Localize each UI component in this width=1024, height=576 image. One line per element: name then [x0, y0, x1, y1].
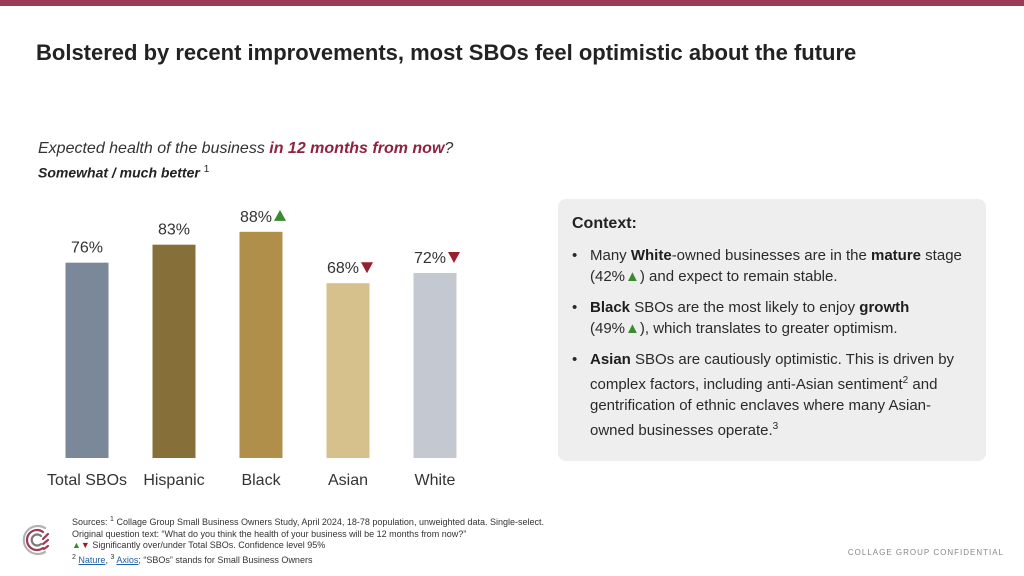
top-accent-bar [0, 0, 1024, 6]
sources-note: Sources: 1 Collage Group Small Business … [72, 514, 544, 566]
sources-text-1: Collage Group Small Business Owners Stud… [113, 517, 545, 527]
data-label-white: 72% [414, 250, 446, 267]
bar-chart: 76% Total SBOs 83% Hispanic 88% Black 68% Asian… [47, 209, 460, 489]
context-text: SBOs are the most likely to enjoy [630, 299, 860, 316]
subtitle-text: Somewhat / much better [38, 164, 204, 181]
bullet-icon: • [572, 351, 578, 368]
context-emphasis: Asian [590, 351, 631, 368]
bullet-icon: • [572, 299, 578, 316]
category-label-total-sbos: Total SBOs [47, 472, 127, 489]
context-item: • Black SBOs are the most likely to enjoy… [572, 297, 972, 339]
context-text: (49% [590, 320, 626, 337]
context-text: and gentrification of ethnic enclaves wh… [590, 376, 938, 439]
bullet-icon: • [572, 247, 578, 264]
context-text: ), which translates to greater optimism. [639, 320, 898, 337]
sources-line-1: Sources: 1 Collage Group Small Business … [72, 514, 544, 529]
context-text: SBOs are cautiously optimistic. This is … [590, 351, 955, 393]
data-label-hispanic: 83% [158, 222, 190, 239]
bar-asian [326, 283, 370, 458]
chart-question: Expected health of the business in 12 mo… [38, 140, 453, 158]
context-text: ) and expect to remain stable. [639, 268, 838, 285]
context-emphasis: White [630, 247, 672, 264]
category-label-white: White [415, 472, 456, 489]
context-panel: Context: • Many White-owned businesses ar… [558, 199, 986, 461]
question-highlight: in 12 months from now [269, 140, 445, 157]
question-prefix: Expected health of the business [38, 140, 270, 157]
bar-total-sbos [65, 262, 109, 458]
down-arrow-icon [448, 251, 460, 263]
axios-link[interactable]: Axios [116, 554, 139, 565]
down-arrow-icon [361, 262, 373, 274]
context-emphasis: mature [870, 247, 922, 264]
sources-sup-3: 3 [110, 553, 115, 561]
context-list: • Many White-owned businesses are in the … [572, 245, 972, 441]
data-label-black: 88% [240, 209, 272, 226]
sources-line-3: ▲▼ Significantly over/under Total SBOs. … [72, 540, 544, 552]
footnote-ref: 2 [902, 375, 909, 386]
category-label-asian: Asian [328, 472, 368, 489]
sources-sep: , [105, 554, 111, 565]
bar-black [239, 231, 283, 458]
sources-sup-2: 2 [72, 553, 76, 561]
category-label-black: Black [241, 472, 281, 489]
up-arrow-icon [274, 209, 286, 221]
down-arrow-icon: ▼ [80, 540, 90, 550]
context-item: • Asian SBOs are cautiously optimistic. T… [572, 349, 972, 441]
context-heading: Context: [572, 215, 637, 232]
sources-text-3: Significantly over/under Total SBOs. Con… [89, 540, 326, 550]
up-arrow-icon: ▲ [72, 540, 81, 550]
sources-label: Sources: [72, 517, 111, 527]
context-text: stage (42% [590, 247, 962, 285]
chart-subtitle: Somewhat / much better 1 [38, 164, 209, 181]
up-arrow-icon: ▲ [625, 268, 640, 285]
up-arrow-icon: ▲ [625, 320, 640, 337]
nature-link[interactable]: Nature [78, 554, 106, 565]
context-emphasis: Black [590, 299, 631, 316]
bar-white [413, 272, 457, 458]
context-emphasis: growth [859, 299, 910, 316]
sources-text-4: ; “SBOs” stands for Small Business Owner… [138, 554, 313, 565]
footnote-ref: 3 [772, 421, 779, 432]
subtitle-footnote: 1 [203, 164, 210, 175]
context-text: -owned businesses are in the [671, 247, 871, 264]
data-label-total-sbos: 76% [71, 240, 103, 257]
context-text: Many [590, 247, 631, 264]
collage-group-logo-icon [22, 524, 50, 556]
question-suffix: ? [444, 140, 454, 157]
data-label-asian: 68% [327, 260, 359, 277]
sources-sup-1: 1 [110, 516, 114, 523]
confidential-label: COLLAGE GROUP CONFIDENTIAL [847, 548, 1004, 557]
context-item: • Many White-owned businesses are in the … [572, 245, 972, 287]
sources-line-4: 2 Nature, 3 Axios; “SBOs” stands for Sma… [72, 552, 544, 567]
bar-hispanic [152, 244, 196, 458]
page-title: Bolstered by recent improvements, most S… [36, 40, 857, 65]
sources-line-2: Original question text: “What do you thi… [72, 528, 467, 539]
category-label-hispanic: Hispanic [143, 472, 204, 489]
